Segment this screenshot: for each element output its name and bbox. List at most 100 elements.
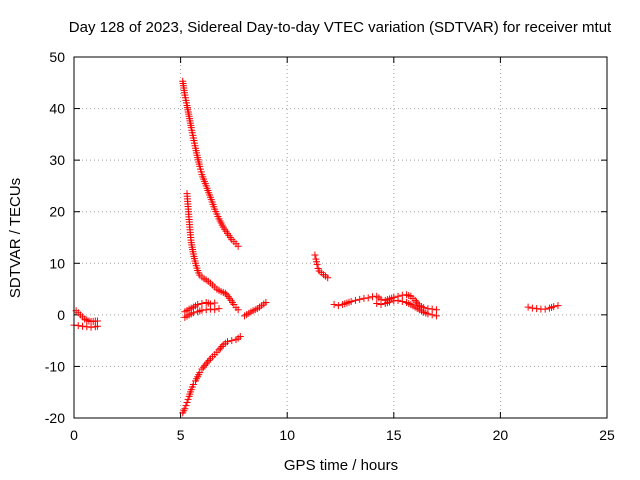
data-point	[554, 302, 562, 310]
data-point	[424, 310, 432, 318]
data-point	[201, 362, 209, 370]
data-point	[221, 289, 229, 297]
x-tick-label: 15	[386, 427, 402, 443]
data-point	[347, 297, 355, 305]
data-point	[198, 306, 206, 314]
data-point	[194, 301, 202, 309]
series-segment-l	[524, 302, 562, 313]
series-segment-e	[179, 333, 244, 417]
data-point	[189, 380, 197, 388]
y-tick-label: 40	[49, 101, 65, 117]
data-point	[432, 306, 440, 314]
grid	[74, 57, 607, 418]
data-point	[202, 360, 210, 368]
data-point	[413, 298, 421, 306]
data-point	[93, 322, 101, 330]
series-segment-k	[373, 296, 440, 320]
data-point	[377, 301, 385, 309]
data-point	[330, 301, 338, 309]
data-point	[411, 296, 419, 304]
data-point	[198, 365, 206, 373]
data-point	[223, 291, 231, 299]
data-point	[236, 333, 244, 341]
x-tick-label: 25	[599, 427, 615, 443]
data-point	[234, 306, 242, 314]
y-tick-label: 10	[49, 255, 65, 271]
data-point	[228, 337, 236, 345]
data-point	[368, 293, 376, 301]
series-segment-d	[183, 190, 242, 314]
data-point	[234, 242, 242, 250]
data-point	[394, 296, 402, 304]
data-point	[83, 323, 91, 331]
data-point	[428, 311, 436, 319]
data-point	[364, 294, 372, 302]
data-point	[215, 305, 223, 313]
data-point	[398, 291, 406, 299]
data-point	[360, 294, 368, 302]
data-point	[262, 298, 270, 306]
data-point	[211, 306, 219, 314]
data-point	[218, 342, 226, 350]
plot-frame	[73, 56, 608, 419]
data-point	[373, 300, 381, 308]
x-tick-label: 20	[493, 427, 509, 443]
data-point	[432, 312, 440, 320]
axis-ticks: 0 5 10 15 20 25 -20 -10 0 10 20 30 40 50	[45, 49, 615, 443]
x-axis-label: GPS time / hours	[284, 457, 398, 474]
data-point	[202, 306, 210, 314]
series-segment-i	[311, 251, 332, 282]
series-segment-g	[181, 298, 219, 316]
data-point	[216, 344, 224, 352]
data-point	[390, 297, 398, 305]
data-point	[550, 303, 558, 311]
data-point	[398, 297, 406, 305]
data-point	[196, 369, 204, 377]
data-points	[70, 77, 562, 417]
data-point	[215, 346, 223, 354]
chart-title: Day 128 of 2023, Sidereal Day-to-day VTE…	[69, 19, 612, 36]
x-tick-label: 0	[70, 427, 78, 443]
data-point	[311, 251, 319, 259]
data-point	[224, 293, 232, 301]
y-axis-label: SDTVAR / TECUs	[7, 178, 24, 298]
data-point	[351, 296, 359, 304]
data-point	[211, 299, 219, 307]
data-point	[74, 322, 82, 330]
data-point	[356, 295, 364, 303]
data-point	[541, 305, 549, 313]
series-segment-a	[72, 307, 101, 326]
data-point	[183, 399, 191, 407]
data-point	[198, 300, 206, 308]
data-point	[205, 356, 213, 364]
data-point	[181, 405, 189, 413]
data-point	[182, 402, 190, 410]
data-point	[206, 300, 214, 308]
data-point	[324, 274, 332, 282]
data-point	[87, 323, 95, 331]
x-tick-label: 5	[177, 427, 185, 443]
data-point	[184, 395, 192, 403]
data-point	[79, 322, 87, 330]
data-point	[224, 338, 232, 346]
data-point	[414, 300, 422, 308]
y-tick-label: 50	[49, 49, 65, 65]
data-point	[524, 303, 532, 311]
y-tick-label: -20	[45, 410, 65, 426]
data-point	[204, 358, 212, 366]
y-tick-label: 20	[49, 204, 65, 220]
series-segment-c	[179, 77, 242, 250]
x-tick-label: 10	[279, 427, 295, 443]
data-point	[334, 302, 342, 310]
y-tick-label: 0	[57, 307, 65, 323]
series-segment-h	[241, 298, 270, 320]
y-tick-label: -10	[45, 358, 65, 374]
data-point	[199, 363, 207, 371]
data-point	[528, 304, 536, 312]
y-tick-label: 30	[49, 152, 65, 168]
data-point	[313, 260, 321, 268]
data-point	[386, 298, 394, 306]
data-point	[533, 305, 541, 313]
